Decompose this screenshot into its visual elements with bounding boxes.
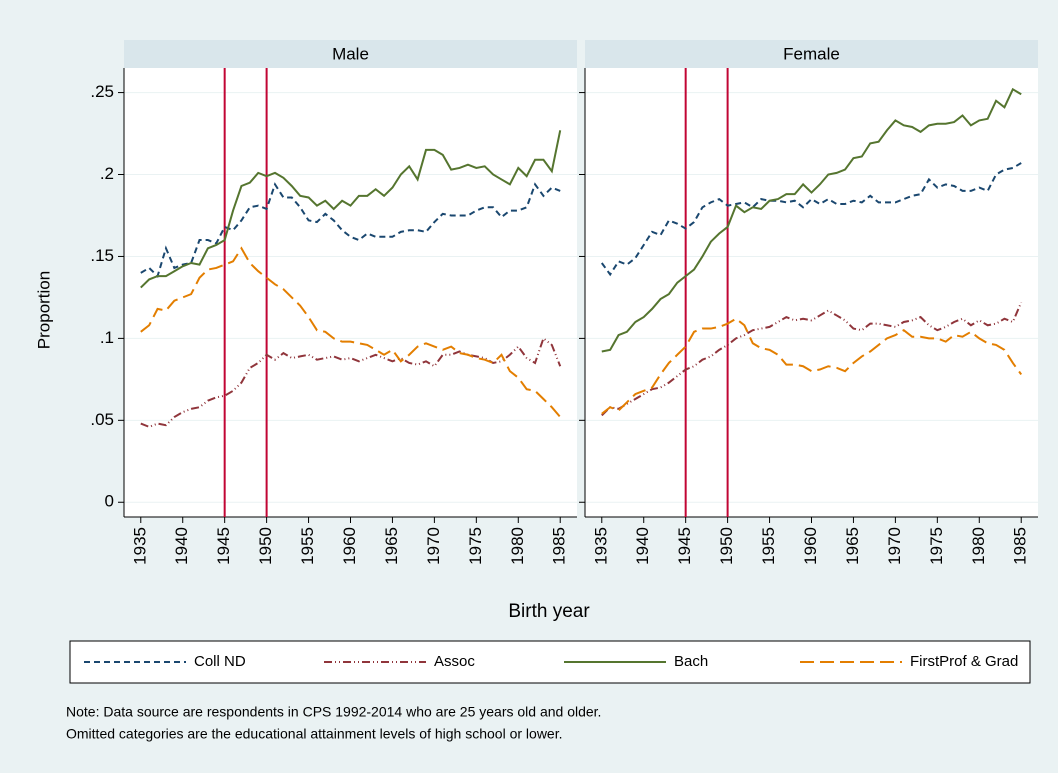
note-line: Omitted categories are the educational a… [66, 726, 563, 742]
panel-header [124, 40, 577, 68]
x-tick-label: 1980 [969, 527, 988, 565]
series-line [601, 301, 1023, 417]
x-tick-label: 1985 [1011, 527, 1030, 565]
x-tick-label: 1955 [759, 527, 778, 565]
legend-label: Coll ND [194, 653, 246, 670]
panel-header [585, 40, 1038, 68]
panel-title: Male [332, 44, 369, 63]
series-line [601, 317, 1023, 415]
plot-area [124, 68, 577, 517]
y-tick-label: .1 [100, 328, 114, 347]
x-tick-label: 1965 [843, 527, 862, 565]
panel-title: Female [783, 44, 840, 63]
x-tick-label: 1940 [633, 527, 652, 565]
legend-label: Bach [674, 653, 708, 670]
y-axis-label: Proportion [34, 271, 53, 349]
x-tick-label: 1945 [214, 527, 233, 565]
legend-label: FirstProf & Grad [910, 653, 1018, 670]
y-tick-label: .25 [90, 82, 114, 101]
x-tick-label: 1985 [550, 527, 569, 565]
x-tick-label: 1950 [717, 527, 736, 565]
x-tick-label: 1945 [675, 527, 694, 565]
series-line [140, 130, 562, 289]
x-tick-label: 1970 [885, 527, 904, 565]
x-tick-label: 1940 [172, 527, 191, 565]
y-tick-label: .2 [100, 164, 114, 183]
x-tick-label: 1935 [130, 527, 149, 565]
x-tick-label: 1975 [927, 527, 946, 565]
y-tick-label: 0 [105, 492, 114, 511]
x-tick-label: 1950 [256, 527, 275, 565]
series-line [600, 162, 1022, 277]
legend-label: Assoc [434, 653, 475, 670]
series-line [140, 246, 561, 418]
x-axis-label: Birth year [508, 601, 590, 622]
series-line [601, 87, 1022, 353]
x-tick-label: 1980 [508, 527, 527, 565]
plot-area [585, 68, 1038, 517]
series-line [140, 182, 561, 278]
x-tick-label: 1960 [801, 527, 820, 565]
y-tick-label: .15 [90, 246, 114, 265]
x-tick-label: 1975 [466, 527, 485, 565]
x-tick-label: 1965 [382, 527, 401, 565]
x-tick-label: 1960 [340, 527, 359, 565]
x-tick-label: 1955 [298, 527, 317, 565]
x-tick-label: 1935 [591, 527, 610, 565]
x-tick-label: 1970 [424, 527, 443, 565]
note-line: Note: Data source are respondents in CPS… [66, 704, 601, 720]
y-tick-label: .05 [90, 410, 114, 429]
